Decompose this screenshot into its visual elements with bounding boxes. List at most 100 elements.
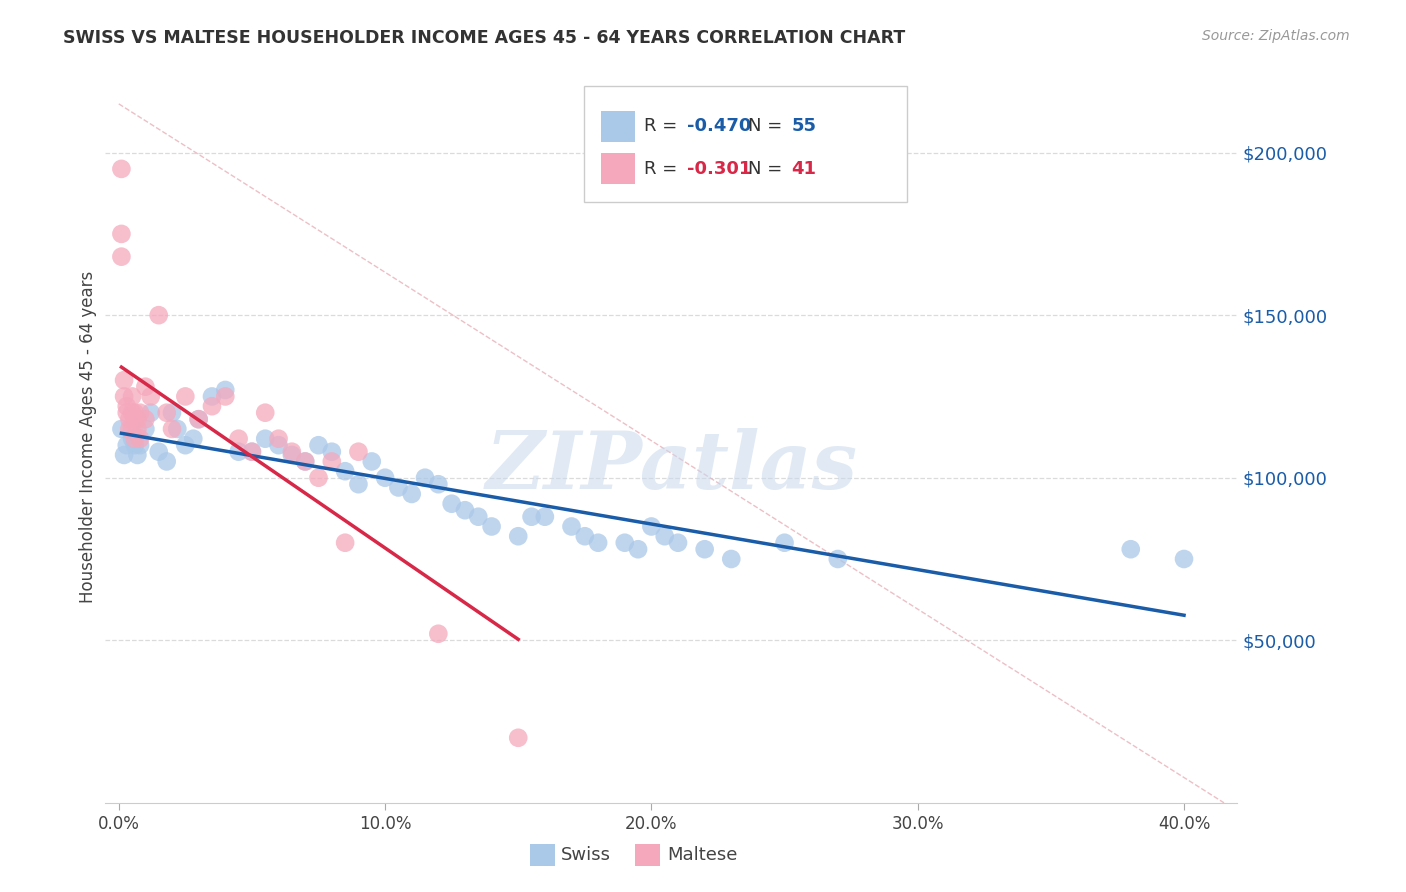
Bar — [530, 845, 555, 866]
Point — [321, 444, 343, 458]
Point — [254, 406, 277, 420]
Bar — [636, 845, 659, 866]
Point — [124, 406, 146, 420]
Point — [454, 503, 477, 517]
Point — [294, 454, 316, 468]
Point — [134, 380, 156, 394]
Point — [129, 432, 152, 446]
Point — [481, 519, 503, 533]
Point — [129, 438, 152, 452]
Point — [118, 412, 141, 426]
Point — [187, 412, 209, 426]
Text: N =: N = — [748, 117, 789, 136]
Point — [267, 438, 290, 452]
Point — [1119, 542, 1142, 557]
Point — [110, 422, 132, 436]
Text: -0.301: -0.301 — [688, 160, 752, 178]
Point — [214, 383, 236, 397]
Point — [134, 412, 156, 426]
Point — [201, 389, 224, 403]
Point — [720, 552, 742, 566]
Point — [427, 477, 450, 491]
Point — [124, 432, 146, 446]
Point — [693, 542, 716, 557]
Point — [333, 535, 356, 549]
Point — [347, 444, 370, 458]
Text: -0.470: -0.470 — [688, 117, 752, 136]
Text: SWISS VS MALTESE HOUSEHOLDER INCOME AGES 45 - 64 YEARS CORRELATION CHART: SWISS VS MALTESE HOUSEHOLDER INCOME AGES… — [63, 29, 905, 46]
Point — [427, 626, 450, 640]
Point — [440, 497, 463, 511]
Point — [1173, 552, 1195, 566]
Point — [586, 535, 609, 549]
Point — [127, 422, 149, 436]
Point — [166, 422, 188, 436]
Point — [174, 389, 197, 403]
Point — [613, 535, 636, 549]
Text: R =: R = — [644, 160, 683, 178]
Text: 55: 55 — [792, 117, 817, 136]
Point — [134, 422, 156, 436]
Point — [534, 509, 557, 524]
Point — [374, 471, 396, 485]
Point — [240, 444, 263, 458]
Point — [387, 480, 409, 494]
FancyBboxPatch shape — [585, 86, 907, 202]
Point — [627, 542, 650, 557]
Point — [115, 406, 138, 420]
Text: ZIPatlas: ZIPatlas — [485, 427, 858, 505]
Point — [115, 438, 138, 452]
Y-axis label: Householder Income Ages 45 - 64 years: Householder Income Ages 45 - 64 years — [79, 271, 97, 603]
Point — [121, 389, 143, 403]
Point — [508, 529, 530, 543]
Text: Source: ZipAtlas.com: Source: ZipAtlas.com — [1202, 29, 1350, 43]
Point — [127, 412, 149, 426]
Point — [124, 438, 146, 452]
Point — [160, 406, 183, 420]
Text: 41: 41 — [792, 160, 817, 178]
Point — [115, 399, 138, 413]
Point — [183, 432, 205, 446]
Point — [574, 529, 596, 543]
Point — [110, 250, 132, 264]
Point — [308, 438, 330, 452]
Point — [308, 471, 330, 485]
Point — [360, 454, 382, 468]
Point — [214, 389, 236, 403]
Point — [148, 444, 170, 458]
Text: Maltese: Maltese — [666, 847, 737, 864]
Point — [112, 389, 135, 403]
Point — [281, 444, 304, 458]
Point — [139, 406, 162, 420]
Point — [294, 454, 316, 468]
Point — [112, 448, 135, 462]
Text: Swiss: Swiss — [561, 847, 610, 864]
Point — [773, 535, 796, 549]
Point — [121, 432, 143, 446]
Point — [240, 444, 263, 458]
Point — [187, 412, 209, 426]
Point — [560, 519, 582, 533]
Point — [121, 422, 143, 436]
Point — [347, 477, 370, 491]
Point — [413, 471, 436, 485]
Point — [124, 412, 146, 426]
Point — [129, 406, 152, 420]
Point — [174, 438, 197, 452]
Point — [160, 422, 183, 436]
Text: N =: N = — [748, 160, 789, 178]
Point — [520, 509, 543, 524]
Point — [401, 487, 423, 501]
Point — [321, 454, 343, 468]
Text: R =: R = — [644, 117, 683, 136]
Point — [827, 552, 849, 566]
Bar — [602, 153, 636, 184]
Point — [267, 432, 290, 446]
Point — [281, 448, 304, 462]
Point — [228, 432, 250, 446]
Point — [254, 432, 277, 446]
Point — [156, 406, 179, 420]
Point — [228, 444, 250, 458]
Bar — [602, 111, 636, 142]
Point — [121, 406, 143, 420]
